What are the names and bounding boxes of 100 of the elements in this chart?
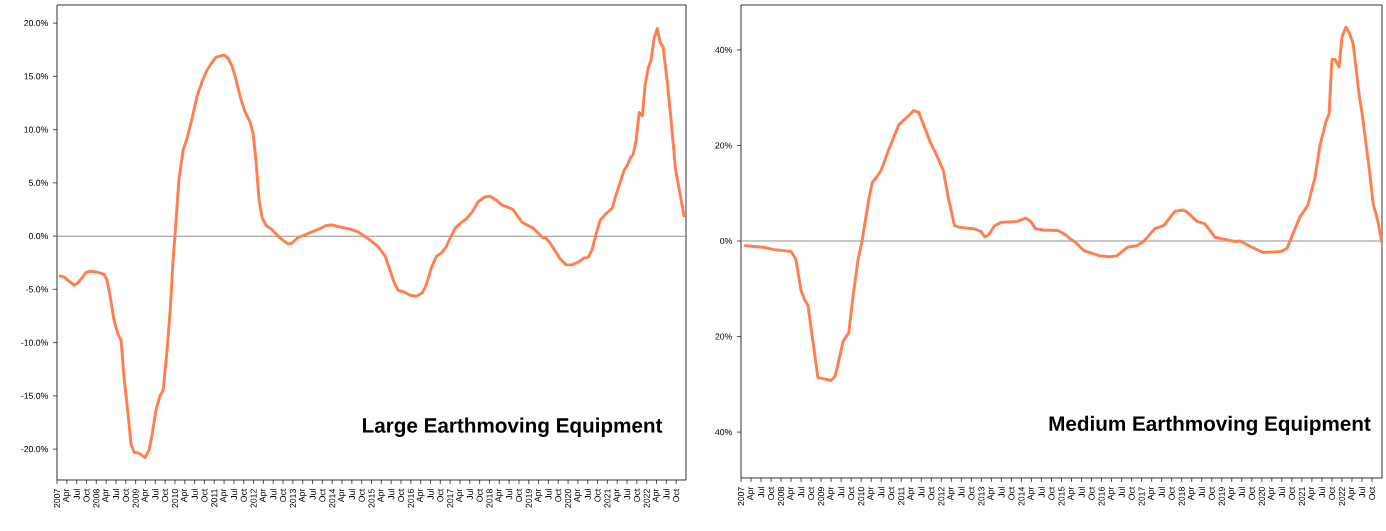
x-tick-label: Apr (1147, 486, 1156, 501)
y-tick-label: 40% (715, 429, 732, 436)
x-tick-label: Apr (141, 488, 150, 503)
x-tick-label: Jul (230, 489, 238, 500)
y-tick-label: -20.0% (21, 446, 48, 453)
x-tick-label: Oct (928, 486, 935, 500)
x-tick-label: 2020 (1258, 487, 1265, 506)
x-tick-label: Oct (437, 488, 444, 502)
x-tick-label: Oct (201, 488, 208, 502)
x-tick-label: Jul (1198, 487, 1205, 498)
x-tick-label: Oct (280, 488, 287, 502)
x-tick-label: Apr (456, 488, 464, 503)
x-tick-label: Apr (338, 488, 346, 503)
y-tick-label: -5.0% (26, 286, 48, 293)
x-tick-label: Jul (270, 489, 277, 500)
x-tick-label: Apr (62, 488, 71, 503)
x-tick-label: Oct (358, 488, 365, 502)
x-tick-label: Jul (998, 487, 1005, 498)
x-tick-label: Jul (1278, 487, 1286, 498)
x-tick-label: Apr (1107, 486, 1116, 501)
y-tick-label: 5.0% (28, 179, 48, 186)
x-tick-label: 2020 (565, 489, 572, 508)
x-tick-label: 2011 (211, 489, 218, 507)
x-tick-label: Oct (122, 488, 129, 502)
x-tick-label: Apr (298, 488, 307, 503)
x-tick-label: 2016 (1098, 487, 1105, 506)
x-tick-label: Apr (416, 488, 425, 503)
x-tick-label: Oct (1008, 486, 1015, 500)
x-tick-label: Apr (907, 486, 916, 501)
x-tick-label: 2007 (737, 487, 745, 506)
x-tick-label: Jul (797, 487, 805, 498)
x-tick-label: 2009 (818, 487, 825, 506)
x-tick-label: Apr (1187, 486, 1196, 501)
x-tick-label: 2014 (1018, 486, 1025, 506)
line-series (743, 25, 1382, 382)
y-tick-label: 20% (715, 333, 732, 340)
x-tick-label: Oct (515, 488, 522, 502)
x-tick-label: Apr (220, 488, 228, 503)
x-tick-label: 2014 (329, 488, 336, 508)
x-tick-label: Jul (1078, 487, 1085, 498)
x-tick-label: Jul (584, 489, 591, 500)
x-tick-label: 2017 (1138, 487, 1145, 506)
x-tick-label: Jul (623, 489, 631, 500)
x-tick-label: 2021 (604, 489, 611, 508)
x-tick-label: Jul (427, 489, 434, 500)
x-tick-label: Oct (673, 488, 680, 502)
y-tick-label: 40% (715, 46, 732, 53)
x-tick-label: Oct (1048, 486, 1055, 500)
x-tick-label: Jul (73, 489, 80, 500)
x-tick-label: 2012 (250, 489, 257, 508)
x-tick-label: Oct (1128, 486, 1135, 500)
x-tick-label: Jul (837, 487, 845, 498)
x-tick-label: Jul (1118, 487, 1125, 498)
x-tick-label: Apr (495, 488, 504, 503)
x-tick-label: Oct (1368, 486, 1376, 500)
x-tick-label: 2018 (486, 489, 493, 508)
x-tick-label: 2019 (1218, 487, 1225, 506)
x-tick-label: Apr (947, 486, 956, 501)
x-tick-label: Apr (652, 488, 661, 503)
x-tick-label: 2011 (898, 487, 905, 505)
x-tick-label: Jul (757, 487, 765, 498)
x-tick-label: Jul (918, 487, 925, 498)
x-tick-label: Jul (112, 489, 120, 500)
x-tick-label: Apr (534, 488, 543, 503)
x-tick-label: 2019 (525, 489, 532, 508)
x-tick-label: 2008 (93, 489, 100, 508)
x-tick-label: Jul (309, 489, 316, 500)
x-tick-label: Jul (505, 489, 513, 500)
text: Medium Earthmoving Equipment (1049, 415, 1371, 436)
y-tick-label: -15.0% (21, 392, 48, 399)
x-tick-label: 2010 (858, 487, 865, 506)
x-tick-label: Oct (594, 488, 601, 502)
x-tick-label: 2010 (171, 489, 179, 508)
x-tick-label: Oct (476, 488, 483, 502)
y-tick-label: 15.0% (24, 73, 48, 80)
x-tick-label: 2022 (1338, 487, 1345, 506)
x-tick-label: Apr (1267, 486, 1276, 501)
x-tick-label: Oct (240, 488, 247, 502)
text: Large Earthmoving Equipment (363, 417, 663, 437)
x-tick-label: Jul (1238, 487, 1245, 498)
x-tick-label: Oct (808, 486, 815, 500)
x-tick-label: Oct (633, 488, 640, 502)
x-tick-label: Jul (348, 489, 356, 500)
x-tick-label: Apr (574, 488, 582, 503)
x-tick-label: Oct (555, 488, 562, 502)
x-tick-label: Jul (191, 489, 198, 500)
x-tick-label: Apr (747, 486, 755, 501)
x-tick-label: Apr (1308, 486, 1316, 501)
x-tick-label: 2016 (407, 489, 414, 508)
x-tick-label: 2013 (289, 489, 296, 508)
x-tick-label: Apr (867, 486, 876, 501)
x-tick-label: Oct (162, 488, 169, 502)
x-tick-label: Oct (968, 486, 975, 500)
x-tick-label: Oct (848, 486, 855, 500)
x-tick-label: Oct (397, 488, 405, 502)
x-tick-label: Apr (1348, 486, 1356, 501)
x-tick-label: Apr (787, 486, 795, 501)
x-tick-label: 2015 (368, 489, 375, 508)
x-tick-label: Jul (152, 489, 159, 500)
y-tick-label: 0% (720, 237, 732, 245)
